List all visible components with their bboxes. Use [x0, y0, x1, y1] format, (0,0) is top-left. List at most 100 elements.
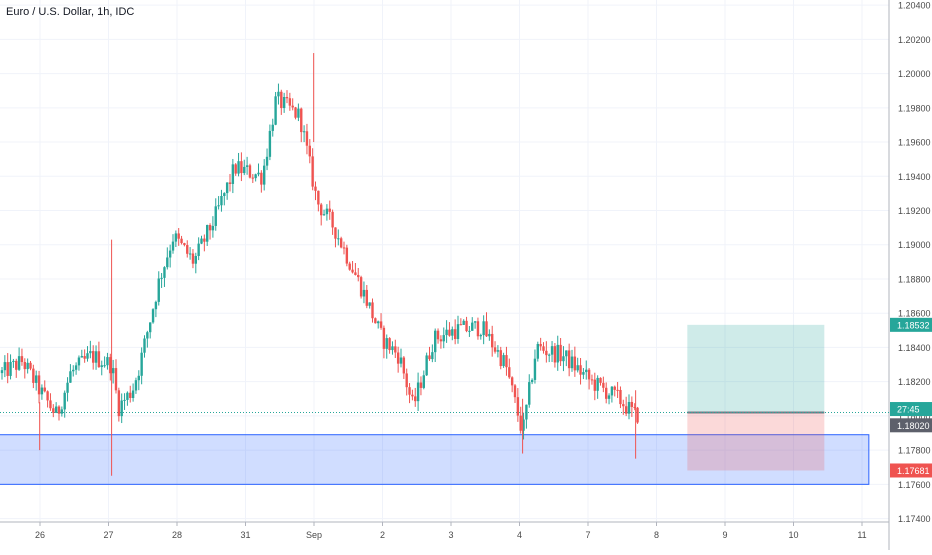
candle-body [214, 206, 217, 226]
candle-body [251, 177, 254, 179]
candle-body [106, 357, 109, 366]
candle-body [131, 390, 135, 398]
candle-body [408, 387, 411, 395]
candle-body [619, 389, 622, 405]
candle-body [254, 174, 257, 179]
x-tick-label: 10 [788, 530, 798, 540]
candle-body [428, 355, 431, 360]
candle-body [371, 302, 374, 319]
candle-body [228, 182, 232, 184]
candle-body [453, 329, 457, 340]
candle-body [180, 238, 183, 244]
candle-body [103, 365, 106, 367]
candle-body [54, 406, 58, 413]
candle-body [134, 380, 138, 391]
y-tick-label: 1.18400 [898, 343, 931, 353]
candle-body [89, 351, 92, 354]
candle-body [314, 186, 317, 191]
candle-body [15, 360, 18, 370]
candle-body [9, 361, 12, 376]
candle-body [294, 107, 297, 118]
candle-body [17, 356, 21, 370]
y-tick-label: 1.19800 [898, 103, 931, 113]
target-zone[interactable] [687, 324, 825, 413]
candle-body [377, 321, 380, 324]
candle-body [325, 208, 329, 215]
candle-body [590, 379, 594, 381]
candle-body [587, 369, 591, 380]
candle-body [522, 419, 525, 431]
candle-body [129, 392, 132, 398]
countdown-tag-bg [890, 402, 932, 417]
candle-body [126, 392, 129, 400]
chart-title: Euro / U.S. Dollar, 1h, IDC [6, 6, 135, 18]
x-tick-label: 26 [35, 530, 45, 540]
candle-body [217, 205, 220, 207]
candle-body [613, 386, 616, 390]
candle-body [74, 365, 78, 370]
x-tick-label: 31 [240, 530, 250, 540]
candle-body [302, 131, 306, 133]
y-tick-label: 1.19000 [898, 240, 931, 250]
stop-price-tag: 1.17681 [897, 466, 930, 476]
candle-body [451, 329, 454, 336]
y-tick-label: 1.20200 [898, 35, 931, 45]
entry-price-tag: 1.18020 [897, 421, 930, 431]
candle-body [154, 301, 158, 310]
y-tick-label: 1.20400 [898, 1, 931, 11]
stop-zone[interactable] [687, 412, 825, 471]
candle-body [114, 368, 118, 391]
candle-body [593, 379, 596, 391]
candle-body [317, 190, 320, 205]
candle-body [311, 156, 314, 187]
x-tick-label: 9 [722, 530, 727, 540]
candle-body [197, 243, 200, 256]
candle-body [394, 346, 397, 353]
candle-body [585, 369, 588, 373]
candle-body [636, 407, 639, 423]
candle-body [97, 351, 101, 368]
candle-body [545, 350, 548, 356]
y-tick-label: 1.20000 [898, 69, 931, 79]
candle-body [92, 351, 95, 363]
candle-body [308, 145, 311, 157]
candle-body [46, 391, 49, 401]
y-tick-label: 1.17400 [898, 514, 931, 524]
candle-body [166, 257, 169, 268]
x-tick-label: 28 [172, 530, 182, 540]
candle-body [282, 97, 286, 109]
candle-body [445, 329, 448, 336]
candle-body [493, 347, 497, 352]
target-price-tag: 1.18532 [897, 320, 930, 330]
candle-body [151, 309, 155, 323]
candle-body [257, 172, 260, 175]
candle-body [582, 372, 585, 375]
candle-body [211, 225, 215, 231]
candle-body [337, 238, 340, 240]
candle-body [607, 395, 611, 399]
candle-body [168, 250, 172, 258]
candle-body [570, 356, 574, 369]
y-tick-label: 1.19600 [898, 138, 931, 148]
candle-body [100, 365, 103, 368]
candle-body [20, 356, 24, 363]
candle-body [442, 335, 445, 342]
candle-body [359, 277, 363, 297]
candle-body [208, 224, 212, 231]
candle-body [109, 357, 112, 374]
candle-body [177, 233, 180, 239]
candle-body [553, 346, 557, 363]
candle-body [3, 362, 7, 371]
candle-body [485, 321, 488, 337]
candle-body [40, 387, 44, 395]
candle-body [146, 332, 149, 339]
candle-body [72, 369, 75, 372]
support-zone[interactable] [0, 434, 870, 485]
candle-body [334, 227, 337, 239]
candle-body [496, 350, 500, 352]
candle-body [203, 238, 206, 242]
y-tick-label: 1.18600 [898, 309, 931, 319]
candle-body [530, 379, 534, 383]
